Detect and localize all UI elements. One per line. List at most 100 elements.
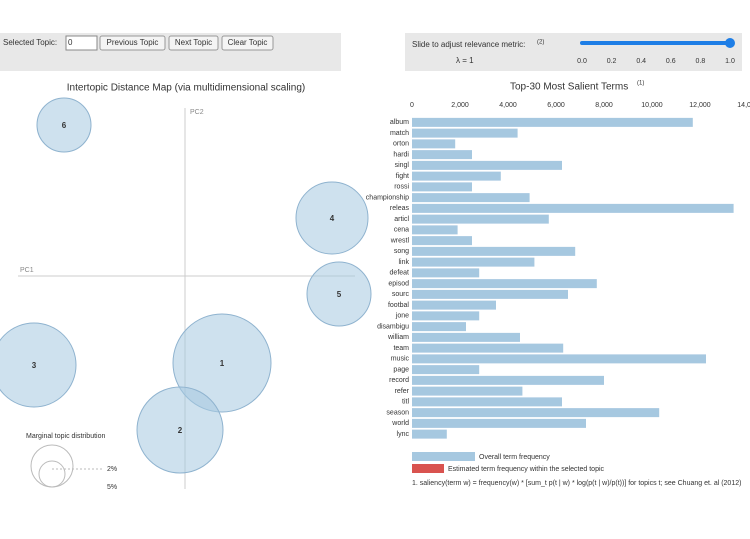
bar[interactable] xyxy=(412,343,564,353)
slider-label: Slide to adjust relevance metric: xyxy=(412,40,525,49)
marginal-title: Marginal topic distribution xyxy=(26,433,105,440)
topic-circle[interactable] xyxy=(172,313,272,413)
bar[interactable] xyxy=(412,354,706,364)
marginal-circle xyxy=(38,460,66,488)
bar[interactable] xyxy=(412,268,480,278)
mask xyxy=(0,489,360,539)
pc2-label: PC2 xyxy=(190,109,204,116)
bar[interactable] xyxy=(412,429,447,439)
next-label: Next Topic xyxy=(175,38,212,47)
bar[interactable] xyxy=(412,171,501,181)
clear-button[interactable] xyxy=(221,35,274,51)
bar[interactable] xyxy=(412,279,597,289)
topic-circle[interactable] xyxy=(136,386,224,474)
term-label[interactable]: world xyxy=(391,420,409,427)
term-label[interactable]: disambigu xyxy=(377,323,409,330)
slider-tick-label: 0.2 xyxy=(607,58,617,65)
bar[interactable] xyxy=(412,332,520,342)
term-label[interactable]: page xyxy=(393,366,409,373)
bar[interactable] xyxy=(412,139,456,149)
term-label[interactable]: fight xyxy=(396,173,409,180)
bar[interactable] xyxy=(412,128,518,138)
pc1-label: PC1 xyxy=(20,267,34,274)
term-label[interactable]: footbal xyxy=(388,302,409,309)
topic-circle[interactable] xyxy=(36,97,92,153)
term-label[interactable]: match xyxy=(390,130,409,137)
bar-title: Top-30 Most Salient Terms xyxy=(510,82,628,93)
term-label[interactable]: record xyxy=(389,377,409,384)
footnote: 1. saliency(term w) = frequency(w) * [su… xyxy=(412,480,741,487)
term-label[interactable]: link xyxy=(398,259,409,266)
legend-label: Overall term frequency xyxy=(479,454,550,461)
topic-circle[interactable] xyxy=(306,261,372,327)
slider-panel xyxy=(405,33,742,71)
x-tick-label: 2,000 xyxy=(451,102,469,109)
bar[interactable] xyxy=(412,418,586,428)
topic-label: 5 xyxy=(337,290,342,299)
legend-swatch xyxy=(412,464,444,473)
bar[interactable] xyxy=(412,225,458,235)
slider-handle[interactable] xyxy=(725,38,735,48)
term-label[interactable]: titl xyxy=(402,399,409,406)
next-button[interactable] xyxy=(168,35,219,51)
term-label[interactable]: music xyxy=(391,356,410,363)
term-label[interactable]: season xyxy=(386,409,409,416)
term-label[interactable]: lync xyxy=(397,431,410,438)
marginal-circle xyxy=(30,444,74,488)
term-label[interactable]: orton xyxy=(393,141,409,148)
topic-label: 3 xyxy=(32,361,37,370)
slider-note: (2) xyxy=(537,40,544,46)
lambda: λ = 1 xyxy=(456,56,474,65)
term-label[interactable]: team xyxy=(393,345,409,352)
term-label[interactable]: hardi xyxy=(393,151,409,158)
topic-label: Selected Topic: xyxy=(3,38,57,47)
bar[interactable] xyxy=(412,365,480,375)
bar[interactable] xyxy=(412,246,576,256)
term-label[interactable]: sourc xyxy=(392,291,410,298)
bar[interactable] xyxy=(412,257,535,267)
term-label[interactable]: wrestl xyxy=(390,237,410,244)
legend-swatch xyxy=(412,452,475,461)
x-tick-label: 0 xyxy=(410,102,414,109)
bar[interactable] xyxy=(412,193,530,203)
term-label[interactable]: episod xyxy=(388,280,409,287)
topic-circle[interactable] xyxy=(0,322,77,408)
term-label[interactable]: cena xyxy=(394,227,409,234)
term-label[interactable]: rossi xyxy=(394,184,409,191)
bar[interactable] xyxy=(412,397,562,407)
bar[interactable] xyxy=(412,375,604,385)
bar[interactable] xyxy=(412,386,523,396)
bar[interactable] xyxy=(412,322,466,332)
term-label[interactable]: releas xyxy=(390,205,410,212)
bar[interactable] xyxy=(412,182,472,192)
term-label[interactable]: articl xyxy=(394,216,409,223)
bar[interactable] xyxy=(412,203,734,213)
x-tick-label: 8,000 xyxy=(595,102,613,109)
prev-label: Previous Topic xyxy=(107,38,159,47)
x-tick-label: 6,000 xyxy=(547,102,565,109)
term-label[interactable]: singl xyxy=(395,162,410,169)
slider-tick-label: 0.8 xyxy=(696,58,706,65)
term-label[interactable]: william xyxy=(387,334,409,341)
bar[interactable] xyxy=(412,214,549,224)
bar[interactable] xyxy=(412,150,472,160)
clear-label: Clear Topic xyxy=(228,38,268,47)
term-label[interactable]: jone xyxy=(395,313,409,320)
term-label[interactable]: song xyxy=(394,248,409,255)
term-label[interactable]: refer xyxy=(395,388,410,395)
bar[interactable] xyxy=(412,160,562,170)
term-label[interactable]: album xyxy=(390,119,409,126)
bar[interactable] xyxy=(412,300,496,310)
topic-input[interactable] xyxy=(65,35,98,51)
bar[interactable] xyxy=(412,289,568,299)
term-label[interactable]: defeat xyxy=(390,270,410,277)
term-label[interactable]: championship xyxy=(366,194,409,201)
bar[interactable] xyxy=(412,408,660,418)
slider-tick-label: 1.0 xyxy=(725,58,735,65)
slider-tick-label: 0.6 xyxy=(666,58,676,65)
bar[interactable] xyxy=(412,311,480,321)
topic-circle[interactable] xyxy=(295,181,369,255)
prev-button[interactable] xyxy=(99,35,166,51)
bar[interactable] xyxy=(412,236,472,246)
bar[interactable] xyxy=(412,117,693,127)
